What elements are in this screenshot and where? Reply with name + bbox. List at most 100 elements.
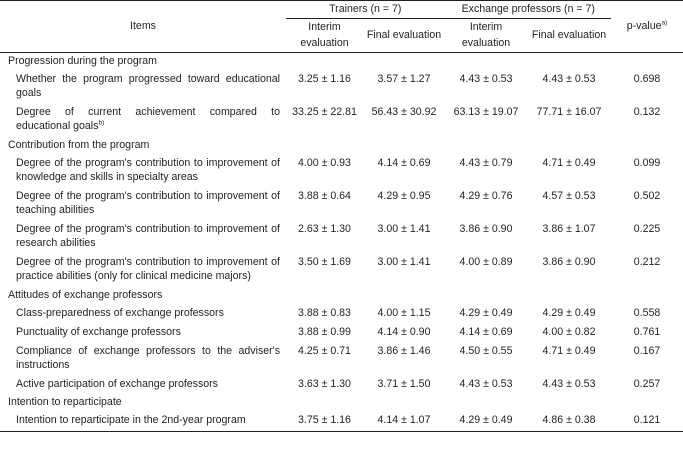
section-title: Intention to reparticipate	[8, 396, 122, 409]
row-label: Degree of the program's contribution to …	[0, 155, 286, 188]
section-title: Progression during the program	[8, 55, 157, 67]
trainers-interim-value: 3.75 ± 1.16	[286, 412, 363, 433]
exchange-final-value: 77.71 ± 16.07	[536, 105, 602, 118]
trainers-interim-value: 4.25 ± 0.71	[298, 344, 351, 357]
header-items: Items	[0, 0, 286, 53]
exchange-final-value: 4.86 ± 0.38	[527, 412, 612, 433]
trainers-final-value: 56.43 ± 30.92	[371, 105, 437, 118]
exchange-final-value: 4.71 ± 0.49	[542, 156, 596, 169]
p-value: 0.167	[633, 344, 661, 357]
header-trainers-final: Final evaluation	[363, 18, 446, 53]
exchange-interim-value: 4.50 ± 0.55	[459, 344, 513, 357]
row-label-text: Degree of the program's contribution to …	[16, 156, 280, 183]
trainers-interim-value: 4.00 ± 0.93	[298, 156, 351, 169]
table-row: Degree of the program's contribution to …	[0, 254, 683, 287]
p-value: 0.502	[633, 189, 661, 202]
row-label-text: Degree of the program's contribution to …	[16, 222, 280, 249]
trainers-interim-value: 2.63 ± 1.30	[298, 222, 351, 235]
trainers-final-value: 4.14 ± 0.69	[377, 156, 431, 169]
header-pvalue-footnote: a)	[661, 18, 668, 26]
exchange-interim-value: 4.29 ± 0.49	[459, 306, 513, 319]
section-title: Attitudes of exchange professors	[8, 288, 163, 301]
row-label: Compliance of exchange professors to the…	[0, 343, 286, 376]
row-label-text: Whether the program progressed toward ed…	[16, 73, 280, 99]
p-value: 0.761	[633, 325, 661, 338]
row-label: Whether the program progressed toward ed…	[0, 71, 286, 104]
trainers-interim-value: 3.50 ± 1.69	[298, 255, 351, 268]
trainers-final-value: 4.00 ± 1.15	[377, 306, 431, 319]
trainers-interim-value: 3.88 ± 0.64	[298, 189, 351, 202]
table-body: Progression during the program Whether th…	[0, 53, 683, 433]
exchange-interim-value: 4.43 ± 0.53	[459, 377, 513, 390]
exchange-final-value: 4.57 ± 0.53	[542, 189, 596, 202]
row-label: Degree of current achievement compared t…	[0, 104, 286, 137]
row-label-text: Active participation of exchange profess…	[16, 377, 218, 390]
trainers-interim-value: 3.63 ± 1.30	[298, 377, 351, 390]
exchange-final-value: 4.71 ± 0.49	[542, 344, 596, 357]
section-row: Progression during the program	[0, 53, 683, 72]
exchange-final-value: 3.86 ± 1.07	[542, 222, 596, 235]
exchange-final-value: 4.43 ± 0.53	[542, 73, 596, 85]
header-trainers: Trainers (n = 7)	[286, 0, 446, 19]
exchange-interim-value: 3.86 ± 0.90	[459, 222, 513, 235]
row-label-text: Degree of the program's contribution to …	[16, 189, 280, 216]
table-row: Degree of the program's contribution to …	[0, 188, 683, 221]
exchange-final-value: 4.00 ± 0.82	[542, 325, 596, 338]
trainers-final-value: 4.14 ± 0.90	[377, 325, 431, 338]
header-exchange-interim: Interim evaluation	[445, 18, 528, 53]
trainers-interim-value: 33.25 ± 22.81	[292, 105, 357, 118]
p-value: 0.558	[633, 306, 661, 319]
trainers-final-value: 3.00 ± 1.41	[377, 222, 431, 235]
trainers-final-value: 3.00 ± 1.41	[377, 255, 431, 268]
row-label-text: Degree of the program's contribution to …	[16, 255, 280, 282]
section-row: Attitudes of exchange professors	[0, 287, 683, 305]
table-row: Degree of the program's contribution to …	[0, 155, 683, 188]
table-row: Punctuality of exchange professors 3.88 ±…	[0, 324, 683, 343]
trainers-final-value: 3.71 ± 1.50	[377, 377, 431, 390]
row-label-text: Intention to reparticipate in the 2nd-ye…	[16, 414, 246, 427]
section-row: Intention to reparticipate	[0, 394, 683, 412]
table-row: Whether the program progressed toward ed…	[0, 71, 683, 104]
table-row: Degree of current achievement compared t…	[0, 104, 683, 137]
table-row: Active participation of exchange profess…	[0, 376, 683, 395]
row-label: Intention to reparticipate in the 2nd-ye…	[0, 412, 286, 433]
exchange-interim-value: 4.29 ± 0.76	[459, 189, 513, 202]
table-row: Intention to reparticipate in the 2nd-ye…	[0, 412, 683, 433]
row-label-text: Compliance of exchange professors to the…	[16, 344, 280, 371]
trainers-interim-value: 3.25 ± 1.16	[298, 73, 351, 85]
header-pvalue-label: p-value	[626, 19, 662, 32]
exchange-interim-value: 4.14 ± 0.69	[459, 325, 513, 338]
p-value: 0.099	[633, 156, 661, 169]
p-value: 0.225	[633, 222, 661, 235]
table-row: Degree of the program's contribution to …	[0, 221, 683, 254]
header-trainers-interim: Interim evaluation	[286, 18, 363, 53]
exchange-interim-value: 63.13 ± 19.07	[453, 105, 519, 118]
row-label: Degree of the program's contribution to …	[0, 254, 286, 287]
header-exchange-final: Final evaluation	[527, 18, 612, 53]
table-row: Compliance of exchange professors to the…	[0, 343, 683, 376]
p-value: 0.212	[633, 255, 661, 268]
row-label: Active participation of exchange profess…	[0, 376, 286, 395]
exchange-interim-value: 4.00 ± 0.89	[459, 255, 513, 268]
evaluation-table: Items Trainers (n = 7) Exchange professo…	[0, 0, 683, 433]
exchange-interim-value: 4.43 ± 0.53	[459, 73, 513, 85]
exchange-final-value: 4.43 ± 0.53	[542, 377, 596, 390]
trainers-final-value: 4.29 ± 0.95	[377, 189, 431, 202]
p-value: 0.132	[633, 105, 661, 118]
row-label: Degree of the program's contribution to …	[0, 221, 286, 254]
trainers-final-value: 3.57 ± 1.27	[377, 73, 431, 85]
trainers-interim-value: 3.88 ± 0.83	[298, 306, 351, 319]
row-label-text: Punctuality of exchange professors	[16, 325, 181, 338]
section-title: Contribution from the program	[8, 138, 150, 151]
row-label-text: Degree of current achievement compared t…	[16, 105, 280, 132]
header-pvalue: p-valuea)	[611, 0, 683, 53]
exchange-interim-value: 4.43 ± 0.79	[459, 156, 513, 169]
row-label-footnote: b)	[98, 119, 105, 127]
row-label: Class-preparedness of exchange professor…	[0, 305, 286, 324]
exchange-final-value: 3.86 ± 0.90	[542, 255, 596, 268]
p-value: 0.257	[633, 377, 661, 390]
section-row: Contribution from the program	[0, 137, 683, 155]
exchange-final-value: 4.29 ± 0.49	[542, 306, 596, 319]
trainers-interim-value: 3.88 ± 0.99	[298, 325, 351, 338]
row-label-text: Class-preparedness of exchange professor…	[16, 306, 224, 319]
